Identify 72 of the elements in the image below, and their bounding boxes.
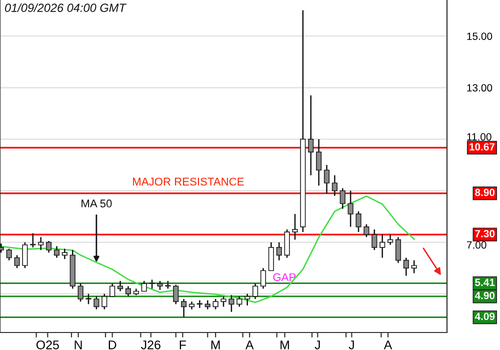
candlestick — [324, 164, 330, 194]
candlestick — [348, 190, 354, 228]
candlestick — [380, 234, 386, 258]
x-tick-label: D — [108, 340, 116, 350]
candlestick — [403, 257, 409, 276]
annotation: MAJOR RESISTANCE — [133, 178, 244, 186]
candlestick — [340, 188, 346, 210]
x-tick-label: N — [74, 340, 82, 350]
candlestick — [356, 210, 362, 233]
x-tick-label: J — [348, 340, 354, 350]
candlestick — [276, 242, 282, 261]
candlestick — [180, 298, 187, 318]
y-tick-label: 11.00 — [467, 133, 492, 141]
candlestick — [220, 296, 226, 308]
x-tick-label: J — [314, 340, 320, 350]
y-tick-label: 13.00 — [467, 84, 492, 92]
ref-line-label: 10.67 — [470, 143, 495, 150]
candlestick — [117, 280, 124, 292]
candlestick — [157, 280, 163, 291]
candlestick — [204, 300, 210, 310]
candlestick — [125, 285, 132, 298]
candlestick — [411, 260, 417, 274]
candlestick — [14, 254, 20, 269]
ref-line-label: 5.41 — [475, 278, 495, 286]
ref-line-label: 4.09 — [474, 312, 495, 320]
candlestick — [149, 279, 155, 290]
candlestick — [86, 293, 92, 305]
x-tick-label: M — [211, 340, 220, 350]
candlestick — [30, 232, 36, 248]
candlestick — [38, 236, 44, 251]
x-tick-label: F — [180, 340, 186, 350]
line-series — [0, 195, 415, 304]
candlestick — [173, 284, 179, 305]
candlestick — [110, 282, 116, 298]
candlestick — [316, 138, 322, 186]
x-tick-label: J26 — [141, 340, 160, 350]
candlestick — [228, 294, 234, 313]
candlestick — [46, 240, 52, 254]
ref-line-label: 4.90 — [474, 292, 495, 300]
ref-line-label: 8.90 — [475, 188, 495, 196]
candlestick — [244, 293, 250, 306]
y-tick-label: 7.00 — [466, 241, 486, 249]
candlestick — [332, 174, 338, 197]
candlestick — [6, 248, 12, 261]
x-tick-label: O25 — [36, 340, 59, 350]
x-tick-label: A — [384, 340, 392, 350]
candlestick — [268, 242, 274, 272]
candlestick — [78, 282, 84, 302]
annotation: GAP — [273, 273, 296, 282]
candlestick — [236, 296, 242, 308]
y-tick-label: 15.00 — [467, 32, 492, 40]
ref-line-label: 7.30 — [475, 230, 495, 238]
candlestick — [196, 300, 202, 309]
candlestick — [364, 224, 370, 238]
x-tick-label: A — [245, 340, 254, 350]
x-tick-label: M — [280, 340, 289, 350]
candlestick — [62, 248, 68, 260]
candlestick — [252, 282, 258, 300]
candlestick — [284, 228, 290, 258]
candlestick — [141, 280, 147, 292]
candlestick — [94, 296, 100, 310]
candlestick — [260, 267, 266, 290]
candlestick — [54, 246, 60, 258]
annotation: 01/09/2026 04:00 GMT — [4, 3, 127, 12]
candlestick — [395, 236, 402, 264]
candlestick — [22, 242, 28, 269]
candlestick — [292, 213, 298, 240]
candlestick — [102, 293, 108, 310]
candlestick — [308, 94, 314, 176]
candlestick — [212, 298, 218, 310]
annotation: MA 50 — [82, 200, 112, 208]
candlestick — [372, 228, 378, 251]
